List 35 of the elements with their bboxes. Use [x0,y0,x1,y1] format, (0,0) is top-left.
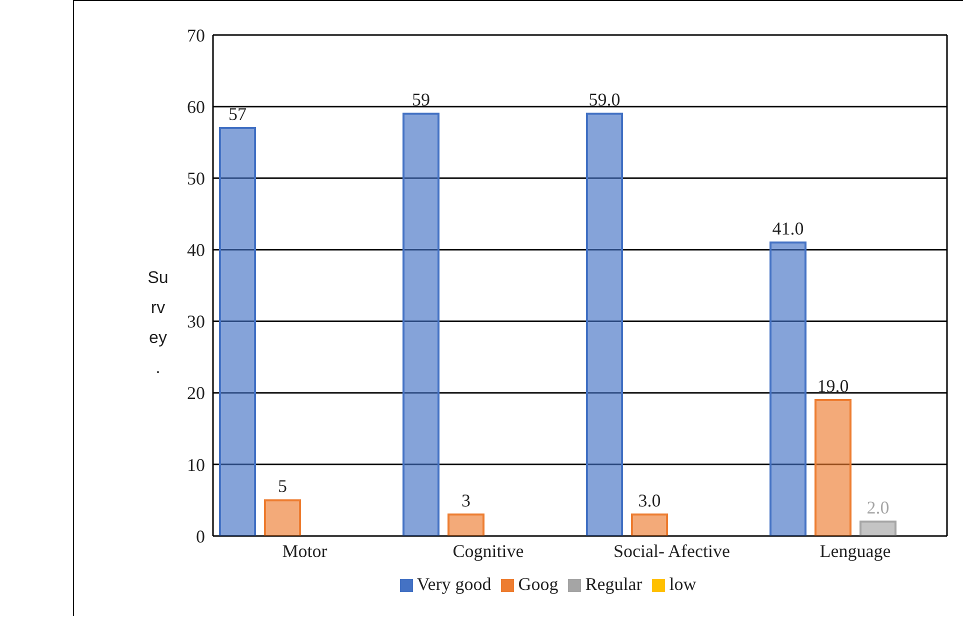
legend-label: low [669,574,696,594]
x-tick-label: Lenguage [820,540,891,561]
x-tick-label: Motor [282,540,328,561]
x-tick-label: Social- Afective [614,540,730,561]
data-label: 5 [278,476,287,496]
bar [770,242,806,536]
bar [814,399,852,536]
bar [402,112,440,536]
data-label: 41.0 [772,218,804,239]
bar [219,127,256,536]
legend-label: Goog [518,574,558,594]
data-label: 3 [462,490,470,511]
bar [264,499,301,536]
y-tick-label: 0 [196,526,205,546]
y-tick-label: 20 [187,383,205,404]
data-label: 19.0 [817,376,849,396]
y-tick-label: 50 [187,168,205,189]
data-label: 57 [228,104,246,124]
y-axis-title: Survey. [146,267,170,379]
y-tick-label: 10 [187,454,205,475]
legend-label: Regular [585,574,642,594]
data-label: 2.0 [866,498,890,518]
bar [860,520,896,536]
x-tick-label: Cognitive [452,540,524,561]
legend-label: Very good [416,574,492,594]
y-tick-label: 60 [187,96,205,117]
y-tick-label: 30 [187,312,205,332]
bar [448,514,484,536]
y-tick-label: 40 [187,240,205,260]
data-label: 3.0 [638,490,661,511]
bar [586,112,623,536]
data-label: 59.0 [588,90,620,110]
y-tick-label: 70 [187,25,205,46]
data-label: 59 [412,90,430,110]
bar [631,514,668,536]
